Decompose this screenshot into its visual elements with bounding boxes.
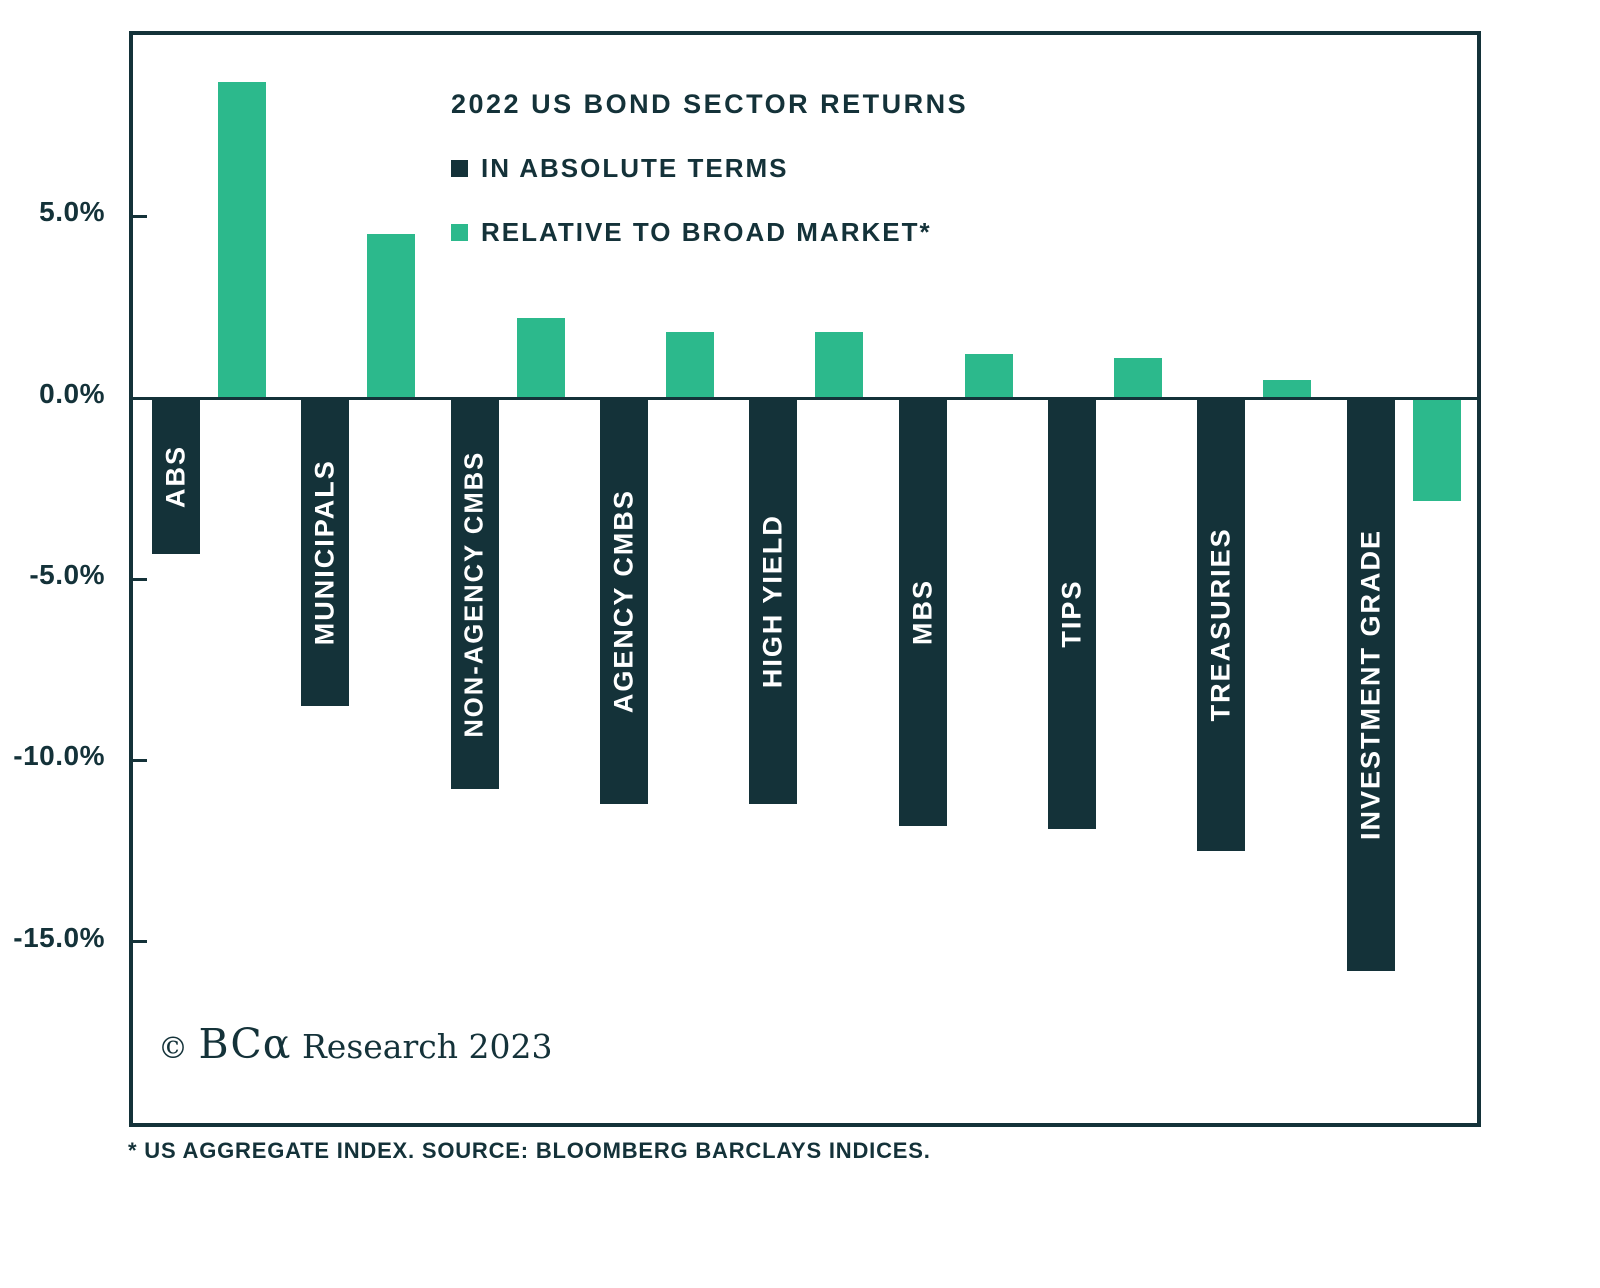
y-tick-mark [133,214,147,218]
category-label-agency-cmbs: AGENCY CMBS [608,488,639,713]
category-label-investment-grade: INVESTMENT GRADE [1355,528,1386,840]
chart-title: 2022 US BOND SECTOR RETURNS [451,89,969,119]
y-axis-label-5: 5.0% [39,196,105,228]
bar-absolute-municipals: MUNICIPALS [301,397,350,706]
category-label-municipals: MUNICIPALS [309,458,340,645]
source-footnote: * US AGGREGATE INDEX. SOURCE: BLOOMBERG … [128,1138,931,1163]
y-axis-label-neg10: -10.0% [13,740,105,772]
legend-swatch-relative-icon [451,224,468,241]
bar-relative-municipals [367,234,416,398]
copyright-logo: © BCα Research 2023 [158,1020,552,1068]
category-label-non-agency-cmbs: NON-AGENCY CMBS [460,450,489,737]
category-label-high-yield: HIGH YIELD [757,513,788,688]
bar-relative-mbs [964,354,1013,398]
legend-item-absolute: IN ABSOLUTE TERMS [451,153,968,184]
copyright-symbol: © [158,1031,188,1066]
title-legend-block: 2022 US BOND SECTOR RETURNS IN ABSOLUTE … [451,89,968,248]
category-label-tips: TIPS [1056,579,1087,648]
y-tick-mark [133,940,147,944]
bar-relative-abs [218,82,266,398]
legend-item-relative: RELATIVE TO BROAD MARKET* [451,217,968,248]
bar-relative-investment-grade [1412,399,1461,502]
bar-absolute-non-agency-cmbs: NON-AGENCY CMBS [450,397,499,790]
bar-absolute-agency-cmbs: AGENCY CMBS [600,397,648,804]
category-label-treasuries: TREASURIES [1205,527,1236,722]
bar-relative-agency-cmbs [666,332,714,398]
bar-absolute-high-yield: HIGH YIELD [749,397,798,804]
bar-absolute-treasuries: TREASURIES [1197,397,1246,851]
zero-axis-line [133,396,1477,400]
bar-relative-non-agency-cmbs [516,317,565,398]
y-tick-mark [133,577,147,581]
bar-absolute-investment-grade: INVESTMENT GRADE [1346,397,1395,971]
bar-absolute-tips: TIPS [1048,397,1096,830]
legend-label-absolute: IN ABSOLUTE TERMS [481,153,789,183]
y-axis-label-neg15: -15.0% [13,921,105,953]
y-tick-mark [133,758,147,762]
bar-absolute-mbs: MBS [898,397,947,826]
brand-suffix: Research 2023 [301,1027,553,1066]
legend-label-relative: RELATIVE TO BROAD MARKET* [481,217,932,247]
category-label-mbs: MBS [907,578,938,645]
bar-relative-tips [1114,357,1162,398]
bar-absolute-abs: ABS [152,397,200,554]
y-axis-label-neg5: -5.0% [29,559,105,590]
bar-relative-high-yield [815,332,864,398]
bar-relative-treasuries [1263,379,1312,398]
plot-area: 2022 US BOND SECTOR RETURNS IN ABSOLUTE … [129,31,1481,1127]
brand-name: BCα [198,1020,292,1068]
category-label-abs: ABS [160,444,191,508]
legend-swatch-absolute-icon [451,160,468,177]
y-axis-label-0: 0.0% [39,377,105,409]
